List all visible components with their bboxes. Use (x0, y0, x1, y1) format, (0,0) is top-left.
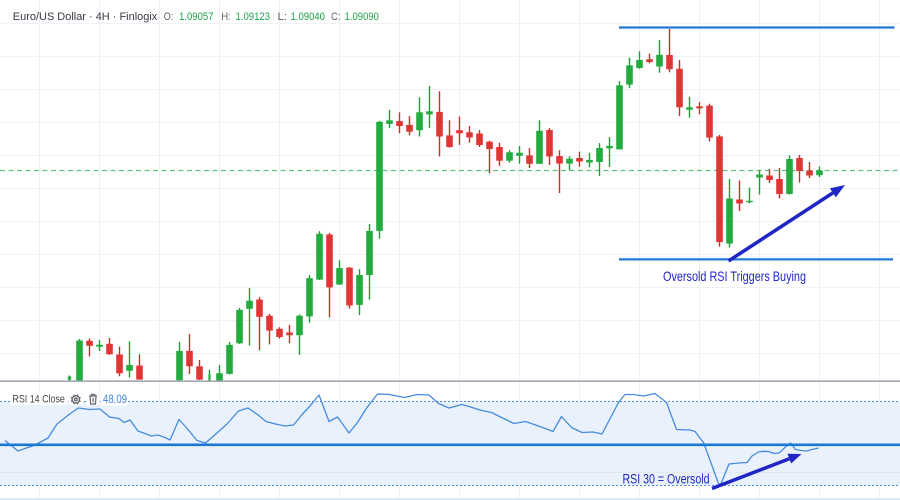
svg-text:1.09057: 1.09057 (179, 11, 214, 23)
svg-text:C:: C: (331, 11, 341, 23)
svg-text:1.09090: 1.09090 (345, 11, 380, 23)
svg-text:H:: H: (221, 11, 231, 23)
svg-text:Oversold RSI Triggers Buying: Oversold RSI Triggers Buying (663, 269, 806, 284)
svg-text:O:: O: (164, 11, 174, 23)
svg-text:RSI 14 Close: RSI 14 Close (12, 394, 65, 406)
svg-text:RSI 30 = Oversold: RSI 30 = Oversold (623, 472, 710, 487)
svg-text:1.09040: 1.09040 (291, 11, 326, 23)
svg-text:48.09: 48.09 (103, 393, 127, 406)
svg-text:1.09123: 1.09123 (236, 11, 271, 23)
svg-text:L:: L: (278, 11, 288, 23)
svg-text:Euro/US Dollar · 4H · Finlogix: Euro/US Dollar · 4H · Finlogix (13, 11, 158, 23)
